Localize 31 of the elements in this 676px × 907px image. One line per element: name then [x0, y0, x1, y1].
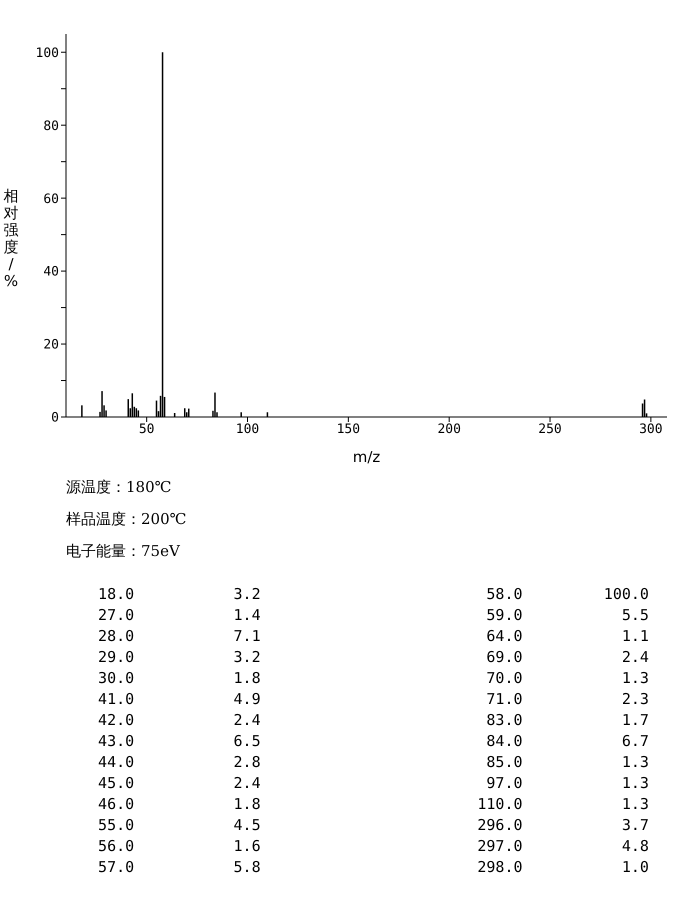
- y-tick-label: 80: [43, 118, 59, 134]
- text: 55.0 4.5 296.0 3.7: [98, 816, 649, 834]
- x-tick-label: 50: [138, 422, 154, 438]
- text: 44.0 2.8 85.0 1.3: [98, 753, 649, 771]
- x-tick-label: 100: [236, 422, 260, 438]
- text: 27.0 1.4 59.0 5.5: [98, 606, 649, 624]
- text: 42.0 2.4 83.0 1.7: [98, 711, 649, 729]
- y-tick-label: 60: [43, 192, 59, 207]
- text: 源温度：180℃: [66, 478, 172, 497]
- text: 30.0 1.8 70.0 1.3: [98, 669, 649, 687]
- y-tick-label: 20: [43, 338, 59, 353]
- x-axis-title: m/z: [352, 448, 380, 466]
- text: 43.0 6.5 84.0 6.7: [98, 732, 649, 750]
- text: 45.0 2.4 97.0 1.3: [98, 774, 649, 792]
- text: 29.0 3.2 69.0 2.4: [98, 648, 649, 666]
- x-tick-label: 300: [639, 422, 663, 438]
- x-tick-label: 250: [538, 422, 562, 438]
- y-axis-title: 相对强度/%: [3, 187, 19, 290]
- text: 电子能量：75eV: [66, 542, 180, 561]
- text: 56.0 1.6 297.0 4.8: [98, 837, 649, 855]
- text: 57.0 5.8 298.0 1.0: [98, 858, 649, 876]
- text: 41.0 4.9 71.0 2.3: [98, 690, 649, 708]
- text: 28.0 7.1 64.0 1.1: [98, 627, 649, 645]
- x-tick-label: 150: [336, 422, 360, 438]
- x-tick-label: 200: [437, 422, 461, 438]
- y-tick-label: 40: [43, 264, 59, 280]
- text: 样品温度：200℃: [66, 510, 186, 529]
- text: 18.0 3.2 58.0 100.0: [98, 585, 649, 603]
- text: 46.0 1.8 110.0 1.3: [98, 795, 649, 813]
- y-tick-label: 100: [36, 46, 59, 61]
- y-tick-label: 0: [51, 410, 59, 426]
